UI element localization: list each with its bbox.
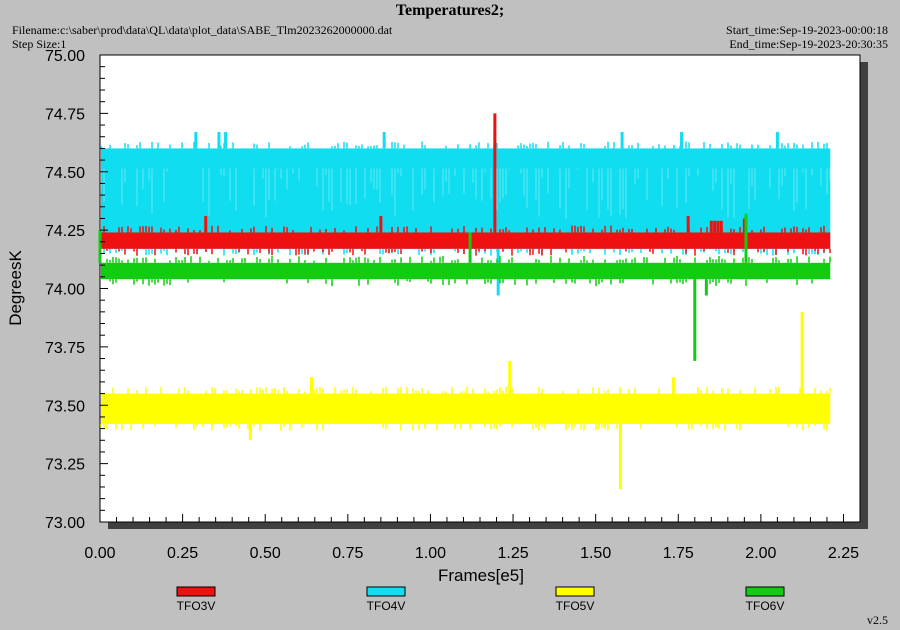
y-tick-label: 73.75 [45, 340, 85, 357]
legend-swatch [555, 586, 595, 597]
legend-label: TFO3V [177, 599, 216, 613]
x-tick-label: 0.75 [332, 545, 363, 562]
x-tick-label: 2.00 [745, 545, 776, 562]
x-axis-label: Frames[e5] [438, 566, 524, 585]
x-tick-label: 1.00 [415, 545, 446, 562]
time-info: Start_time:Sep-19-2023-00:00:18 End_time… [726, 23, 888, 51]
y-tick-label: 74.75 [45, 106, 85, 123]
legend-item-tfo4v: TFO4V [366, 586, 406, 613]
chart-title: Temperatures2; [395, 2, 505, 19]
legend-swatch [366, 586, 406, 597]
file-info: Filename:c:\saber\prod\data\QL\data\plot… [12, 23, 392, 51]
legend-label: TFO5V [556, 599, 595, 613]
series-tfo3v [101, 113, 831, 256]
y-tick-label: 73.50 [45, 398, 85, 415]
series-band [101, 148, 831, 249]
legend-item-tfo6v: TFO6V [745, 586, 785, 613]
series-tfo4v [100, 132, 831, 296]
x-tick-label: 2.25 [828, 545, 859, 562]
series-tfo6v [98, 213, 831, 361]
axis-layer: 0.00 0.25 0.50 0.75 1.00 1.25 1.50 1.75 2.00 2.25… [45, 48, 861, 562]
series-layer [98, 113, 831, 490]
y-tick-label: 74.50 [45, 165, 85, 182]
x-tick-label: 1.50 [580, 545, 611, 562]
x-tick-label: 0.00 [84, 545, 115, 562]
filename-label: Filename:c:\saber\prod\data\QL\data\plot… [12, 23, 393, 37]
legend-item-tfo5v: TFO5V [555, 586, 595, 613]
y-tick-label: 73.00 [45, 515, 85, 532]
y-axis-label: DegreesK [6, 250, 25, 326]
y-tick-label: 74.25 [45, 223, 85, 240]
y-tick-label: 74.00 [45, 282, 85, 299]
x-tick-label: 0.50 [250, 545, 281, 562]
start-time-label: Start_time:Sep-19-2023-00:00:18 [726, 23, 888, 37]
legend-label: TFO4V [367, 599, 406, 613]
version-label: v2.5 [867, 613, 888, 627]
x-tick-label: 1.25 [497, 545, 528, 562]
plot-area [99, 54, 861, 523]
end-time-label: End_time:Sep-19-2023-20:30:35 [729, 37, 888, 51]
step-size-label: Step Size:1 [12, 37, 67, 51]
x-tick-label: 1.75 [663, 545, 694, 562]
y-tick-label: 75.00 [45, 48, 85, 65]
series-tfo5v [100, 311, 831, 490]
series-band [101, 232, 831, 249]
legend-layer: TFO3V TFO4V TFO5V TFO6V [176, 586, 785, 613]
series-band [101, 262, 831, 280]
legend-label: TFO6V [746, 599, 785, 613]
x-tick-label: 0.25 [167, 545, 198, 562]
legend-swatch [745, 586, 785, 597]
series-band [101, 393, 831, 424]
y-tick-label: 73.25 [45, 457, 85, 474]
legend-item-tfo3v: TFO3V [176, 586, 216, 613]
legend-swatch [176, 586, 216, 597]
